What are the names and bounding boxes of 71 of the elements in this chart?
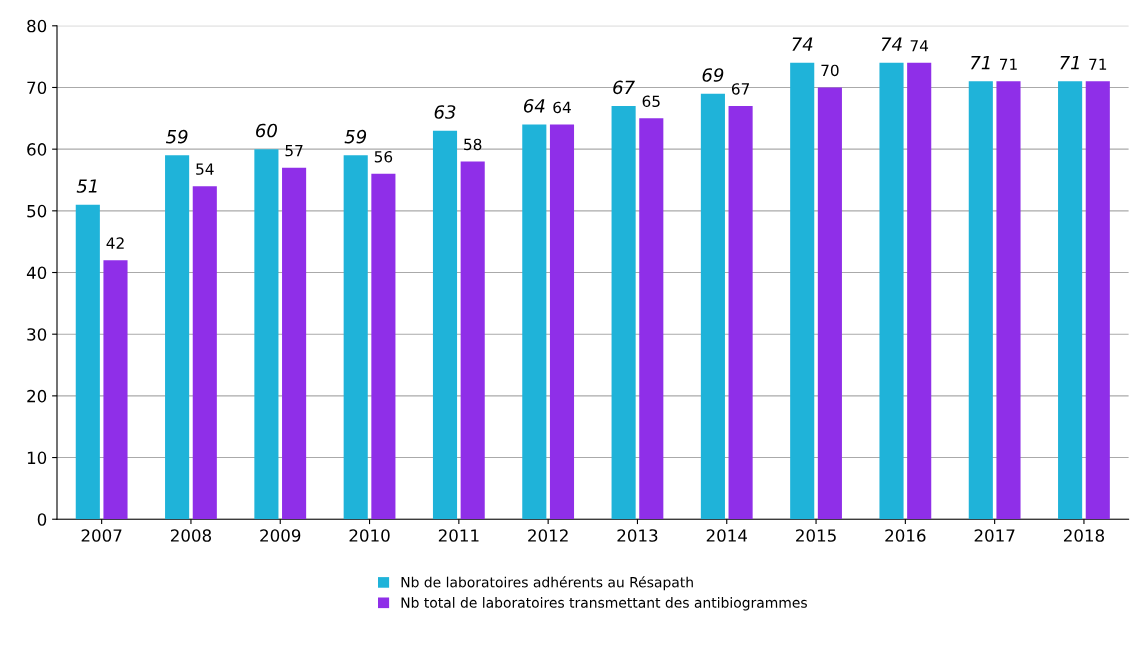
bar (879, 62, 904, 520)
data-label: 71 (1089, 58, 1107, 70)
data-label: 57 (285, 145, 303, 157)
data-label: 64 (523, 99, 545, 113)
data-label: 67 (613, 80, 635, 95)
data-label: 51 (76, 179, 97, 193)
data-label: 63 (434, 105, 456, 119)
y-tick-label: 30 (27, 328, 47, 341)
data-label: 69 (702, 68, 724, 82)
bar (700, 93, 725, 520)
x-tick-label: 2012 (528, 529, 568, 542)
bar (282, 167, 307, 520)
bar (165, 155, 190, 520)
bar (611, 105, 636, 520)
y-tick-label: 0 (37, 513, 47, 526)
bar (790, 62, 815, 520)
data-label: 42 (106, 237, 124, 249)
bar (460, 161, 485, 520)
data-label: 59 (165, 129, 188, 144)
x-tick-label: 2010 (349, 529, 390, 542)
x-tick-label: 2015 (796, 529, 836, 542)
x-tick-label: 2013 (617, 529, 658, 542)
bar (728, 105, 753, 520)
bar (254, 149, 279, 520)
data-label: 71 (1060, 56, 1079, 70)
y-tick-label: 80 (27, 19, 47, 33)
data-label: 64 (553, 101, 571, 114)
x-tick-label: 2016 (885, 529, 926, 542)
bar (1058, 81, 1083, 520)
data-label: 60 (256, 123, 277, 138)
data-label: 74 (910, 40, 929, 52)
bar (103, 260, 128, 520)
bar (1085, 81, 1110, 520)
y-tick-label: 10 (27, 451, 47, 465)
data-label: 67 (731, 83, 750, 95)
bar (75, 204, 100, 520)
y-tick-label: 40 (26, 266, 47, 280)
x-tick-label: 2009 (260, 529, 301, 542)
data-label: 65 (642, 95, 660, 108)
y-tick-label: 60 (27, 143, 47, 156)
bar (343, 155, 368, 520)
y-tick-label: 20 (27, 389, 47, 403)
bar (817, 87, 842, 520)
data-label: 71 (971, 56, 990, 70)
data-label: 74 (792, 37, 813, 51)
y-tick-label: 70 (27, 81, 47, 95)
data-label: 56 (374, 150, 393, 163)
x-tick-label: 2018 (1063, 529, 1105, 542)
data-label: 74 (881, 37, 902, 51)
bar (639, 118, 664, 520)
x-tick-label: 2014 (706, 529, 748, 542)
bar (907, 62, 932, 520)
data-label: 54 (196, 163, 214, 175)
x-tick-label: 2008 (170, 529, 212, 542)
x-tick-label: 2007 (81, 529, 122, 542)
data-label: 70 (821, 64, 839, 77)
y-tick-label: 50 (27, 204, 47, 218)
bar (996, 81, 1021, 520)
bar (371, 173, 396, 520)
data-label: 58 (464, 138, 482, 151)
bar (549, 124, 575, 520)
data-label: 71 (1000, 58, 1017, 70)
bar (192, 186, 217, 520)
data-label: 59 (344, 129, 367, 144)
bar (432, 130, 458, 520)
bar (968, 81, 993, 520)
legend-label: Nb total de laboratoires transmettant des antibiogrammes (401, 597, 807, 611)
bar (522, 124, 547, 520)
x-tick-label: 2017 (974, 529, 1015, 542)
legend-label: Nb de laboratoires adhérents au Résapath (401, 576, 693, 591)
x-tick-label: 2011 (438, 529, 479, 542)
